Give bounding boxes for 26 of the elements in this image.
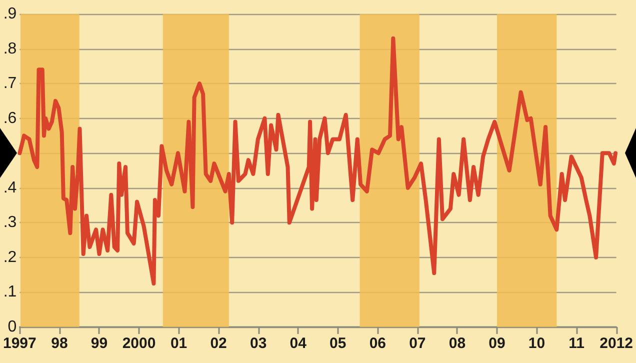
y-tick-label: .7 bbox=[3, 75, 17, 92]
y-tick-label: .6 bbox=[3, 110, 17, 127]
y-tick-label: .3 bbox=[3, 214, 17, 232]
x-tick-label: 02 bbox=[210, 335, 227, 352]
y-tick-label: .9 bbox=[3, 6, 17, 22]
x-tick-label: 06 bbox=[369, 335, 386, 352]
x-tick-label: 99 bbox=[90, 335, 108, 352]
x-tick-label: 98 bbox=[51, 335, 68, 352]
y-tick-label: .4 bbox=[3, 179, 17, 196]
x-tick-label: 05 bbox=[330, 335, 346, 352]
x-tick-label: 2000 bbox=[122, 335, 156, 352]
x-tick-label: 08 bbox=[448, 335, 466, 352]
x-tick-label: 2012 bbox=[600, 335, 634, 352]
x-tick-label: 01 bbox=[170, 335, 188, 352]
y-tick-label: 0 bbox=[8, 318, 17, 336]
x-tick-label: 04 bbox=[290, 335, 308, 352]
x-tick-label: 11 bbox=[568, 335, 584, 352]
x-tick-label: 09 bbox=[488, 335, 506, 352]
x-tick-label: 03 bbox=[250, 335, 267, 352]
y-tick-label: .2 bbox=[3, 248, 17, 266]
x-tick-label: 1997 bbox=[2, 335, 36, 352]
x-tick-label: 07 bbox=[409, 335, 426, 352]
line-series bbox=[18, 36, 618, 286]
y-tick-label: .1 bbox=[3, 284, 17, 301]
y-tick-label: .8 bbox=[3, 40, 17, 58]
x-tick-label: 10 bbox=[528, 335, 546, 352]
